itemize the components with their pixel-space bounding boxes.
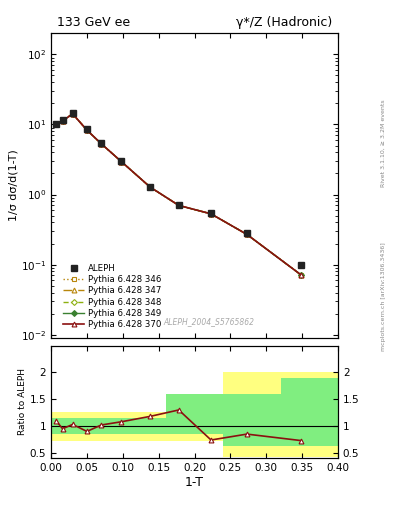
Pythia 6.428 346 (148, 184, 152, 190)
ALEPH (84, 126, 89, 133)
Pythia 6.428 348 (209, 211, 213, 217)
Text: 133 GeV ee: 133 GeV ee (57, 16, 130, 29)
Pythia 6.428 370 (60, 118, 65, 124)
Pythia 6.428 347 (119, 159, 124, 165)
Pythia 6.428 370 (70, 111, 75, 117)
Pythia 6.428 346 (60, 118, 65, 124)
Line: Pythia 6.428 349: Pythia 6.428 349 (54, 112, 303, 276)
ALEPH (99, 140, 104, 146)
ALEPH (176, 201, 181, 207)
Line: Pythia 6.428 346: Pythia 6.428 346 (54, 111, 303, 277)
Pythia 6.428 349 (70, 111, 75, 117)
Pythia 6.428 370 (119, 159, 124, 165)
Pythia 6.428 347 (298, 271, 303, 278)
Pythia 6.428 349 (99, 141, 104, 147)
Pythia 6.428 346 (119, 159, 124, 165)
Pythia 6.428 370 (209, 211, 213, 217)
Pythia 6.428 348 (54, 121, 59, 127)
Pythia 6.428 347 (176, 202, 181, 208)
Pythia 6.428 346 (70, 111, 75, 117)
Text: γ*/Z (Hadronic): γ*/Z (Hadronic) (236, 16, 332, 29)
Pythia 6.428 348 (244, 231, 249, 238)
Pythia 6.428 370 (84, 127, 89, 133)
Legend: ALEPH, Pythia 6.428 346, Pythia 6.428 347, Pythia 6.428 348, Pythia 6.428 349, P: ALEPH, Pythia 6.428 346, Pythia 6.428 34… (61, 262, 163, 331)
Y-axis label: 1/σ dσ/d(1-T): 1/σ dσ/d(1-T) (8, 150, 18, 222)
Pythia 6.428 346 (176, 202, 181, 208)
Pythia 6.428 347 (148, 184, 152, 190)
Pythia 6.428 347 (54, 121, 59, 127)
Pythia 6.428 347 (209, 211, 213, 217)
Pythia 6.428 348 (148, 184, 152, 190)
Line: Pythia 6.428 370: Pythia 6.428 370 (54, 111, 303, 277)
ALEPH (119, 158, 124, 164)
ALEPH (244, 230, 249, 237)
ALEPH (298, 262, 303, 268)
Pythia 6.428 348 (176, 202, 181, 208)
Y-axis label: Ratio to ALEPH: Ratio to ALEPH (18, 369, 27, 435)
Text: Rivet 3.1.10, ≥ 3.2M events: Rivet 3.1.10, ≥ 3.2M events (381, 99, 386, 187)
Pythia 6.428 349 (176, 202, 181, 208)
Pythia 6.428 349 (244, 231, 249, 238)
Pythia 6.428 347 (70, 111, 75, 117)
Pythia 6.428 346 (244, 231, 249, 238)
Pythia 6.428 347 (99, 141, 104, 147)
Pythia 6.428 347 (60, 118, 65, 124)
Pythia 6.428 370 (244, 231, 249, 238)
Pythia 6.428 346 (298, 271, 303, 278)
Line: Pythia 6.428 347: Pythia 6.428 347 (54, 111, 303, 277)
Pythia 6.428 370 (298, 271, 303, 278)
Pythia 6.428 347 (84, 127, 89, 133)
Line: ALEPH: ALEPH (53, 110, 304, 268)
X-axis label: 1-T: 1-T (185, 476, 204, 489)
Pythia 6.428 348 (70, 111, 75, 117)
ALEPH (60, 117, 65, 123)
Pythia 6.428 349 (298, 271, 303, 278)
Pythia 6.428 370 (54, 121, 59, 127)
ALEPH (209, 210, 213, 216)
Pythia 6.428 346 (209, 211, 213, 217)
Pythia 6.428 349 (119, 159, 124, 165)
Pythia 6.428 349 (54, 121, 59, 127)
Pythia 6.428 348 (60, 118, 65, 124)
Text: mcplots.cern.ch [arXiv:1306.3436]: mcplots.cern.ch [arXiv:1306.3436] (381, 243, 386, 351)
Pythia 6.428 370 (99, 141, 104, 147)
Pythia 6.428 347 (244, 231, 249, 238)
Pythia 6.428 349 (60, 118, 65, 124)
Pythia 6.428 346 (54, 121, 59, 127)
Text: ALEPH_2004_S5765862: ALEPH_2004_S5765862 (163, 317, 254, 326)
Pythia 6.428 370 (148, 184, 152, 190)
Pythia 6.428 346 (84, 127, 89, 133)
Pythia 6.428 346 (99, 141, 104, 147)
Pythia 6.428 370 (176, 202, 181, 208)
ALEPH (70, 110, 75, 116)
Pythia 6.428 348 (298, 271, 303, 278)
Pythia 6.428 348 (84, 127, 89, 133)
ALEPH (54, 121, 59, 127)
Pythia 6.428 348 (119, 159, 124, 165)
Pythia 6.428 349 (148, 184, 152, 190)
Pythia 6.428 349 (209, 211, 213, 217)
ALEPH (148, 183, 152, 189)
Pythia 6.428 348 (99, 141, 104, 147)
Line: Pythia 6.428 348: Pythia 6.428 348 (54, 112, 303, 276)
Pythia 6.428 349 (84, 127, 89, 133)
